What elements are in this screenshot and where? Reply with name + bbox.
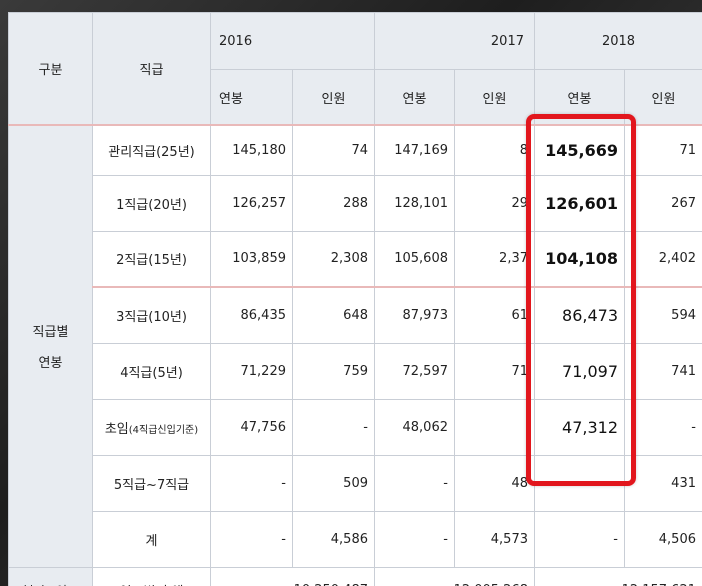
headcount-2016: - [292,398,375,456]
salary-2018: - [534,510,625,568]
grade-cell: 5직급~7직급 [92,454,211,512]
headcount-2016: 2,308 [292,230,375,288]
salary-2018: 145,669 [534,124,625,176]
salary-2017: - [374,454,455,512]
salary-2017: 48,062 [374,398,455,456]
table-row-total: 계 - 4,586 - 4,573 - 4,506 [9,510,702,568]
headcount-2017: 29 [454,174,535,232]
salary-2018: 86,473 [534,286,625,344]
table-row: 초임(4직급신입기준) 47,756 - 48,062 47,312 - [9,398,702,456]
salary-2017: 72,597 [374,342,455,400]
header-category: 구분 [8,12,93,126]
headcount-2017: 8 [454,124,535,176]
headcount-2018: 267 [624,174,702,232]
salary-table: 구분 직급 2016 2017 2018 연봉 인원 연봉 인원 연봉 인원 직… [8,12,702,586]
footer-total-2018: 12,157,621 [534,566,702,586]
salary-2018: 126,601 [534,174,625,232]
footer-sublabel: 연도별 총액 [92,566,211,586]
table-row: 직급별 연봉 관리직급(25년) 145,180 74 147,169 8 14… [8,124,702,568]
salary-table-sheet: 구분 직급 2016 2017 2018 연봉 인원 연봉 인원 연봉 인원 직… [8,12,702,586]
headcount-2016: 648 [292,286,375,344]
grade-cell: 1직급(20년) [92,174,211,232]
salary-2017: 128,101 [374,174,455,232]
salary-2017: 87,973 [374,286,455,344]
group-label-line2: 연봉 [38,356,63,372]
headcount-2017: 48 [454,454,535,512]
salary-2016: 86,435 [210,286,293,344]
salary-2018 [534,454,625,512]
header-year-2018: 2018 [534,12,702,70]
footer-total-2017: 12,005,268 [374,566,535,586]
salary-2017: 147,169 [374,124,455,176]
header-grade: 직급 [92,12,211,126]
header-headcount-2017: 인원 [454,69,535,126]
headcount-2017 [454,398,535,456]
headcount-2016: 74 [292,124,375,176]
salary-2016: 47,756 [210,398,293,456]
footer-total-2016: 10,250,487 [210,566,375,586]
header-headcount-2018: 인원 [624,69,702,126]
grade-label: 초임 [104,421,129,437]
salary-2016: 126,257 [210,174,293,232]
grade-cell: 초임(4직급신입기준) [92,398,211,456]
header-row-years: 구분 직급 2016 2017 2018 [8,12,702,126]
table-row: 5직급~7직급 - 509 - 48 431 [9,454,702,512]
salary-2017: - [374,510,455,568]
salary-2018: 71,097 [534,342,625,400]
headcount-2016: 4,586 [292,510,375,568]
group-label: 직급별 연봉 [8,124,93,568]
grade-cell: 3직급(10년) [92,286,211,344]
salary-2016: - [210,510,293,568]
grade-cell: 관리직급(25년) [92,124,211,176]
headcount-2018: 71 [624,124,702,176]
headcount-2018: 4,506 [624,510,702,568]
header-salary-2018: 연봉 [534,69,625,126]
grade-cell: 4직급(5년) [92,342,211,400]
table-row: 3직급(10년) 86,435 648 87,973 61 86,473 594 [9,286,702,344]
table-row: 2직급(15년) 103,859 2,308 105,608 2,37 104,… [9,230,702,288]
salary-2016: 145,180 [210,124,293,176]
header-salary-2017: 연봉 [374,69,455,126]
header-headcount-2016: 인원 [292,69,375,126]
headcount-2018: 741 [624,342,702,400]
table-row: 4직급(5년) 71,229 759 72,597 71 71,097 741 [9,342,702,400]
headcount-2018: 2,402 [624,230,702,288]
salary-2018: 47,312 [534,398,625,456]
headcount-2017: 2,37 [454,230,535,288]
footer-row: 복지포인트 연도별 총액 10,250,487 12,005,268 12,15… [8,566,702,586]
header-year-2016: 2016 [210,12,375,70]
group-label-line1: 직급별 [32,325,69,341]
salary-2017: 105,608 [374,230,455,288]
headcount-2016: 509 [292,454,375,512]
headcount-2018: 431 [624,454,702,512]
grade-sublabel: (4직급신입기준) [128,424,199,436]
headcount-2016: 288 [292,174,375,232]
headcount-2017: 4,573 [454,510,535,568]
salary-2018: 104,108 [534,230,625,288]
header-year-2017: 2017 [374,12,535,70]
headcount-2018: - [624,398,702,456]
footer-label: 복지포인트 [8,566,93,586]
headcount-2017: 61 [454,286,535,344]
headcount-2017: 71 [454,342,535,400]
salary-2016: 71,229 [210,342,293,400]
salary-2016: - [210,454,293,512]
grade-cell: 2직급(15년) [92,230,211,288]
header-salary-2016: 연봉 [210,69,293,126]
headcount-2018: 594 [624,286,702,344]
grade-cell: 계 [92,510,211,568]
headcount-2016: 759 [292,342,375,400]
salary-2016: 103,859 [210,230,293,288]
table-row: 1직급(20년) 126,257 288 128,101 29 126,601 … [9,174,702,232]
